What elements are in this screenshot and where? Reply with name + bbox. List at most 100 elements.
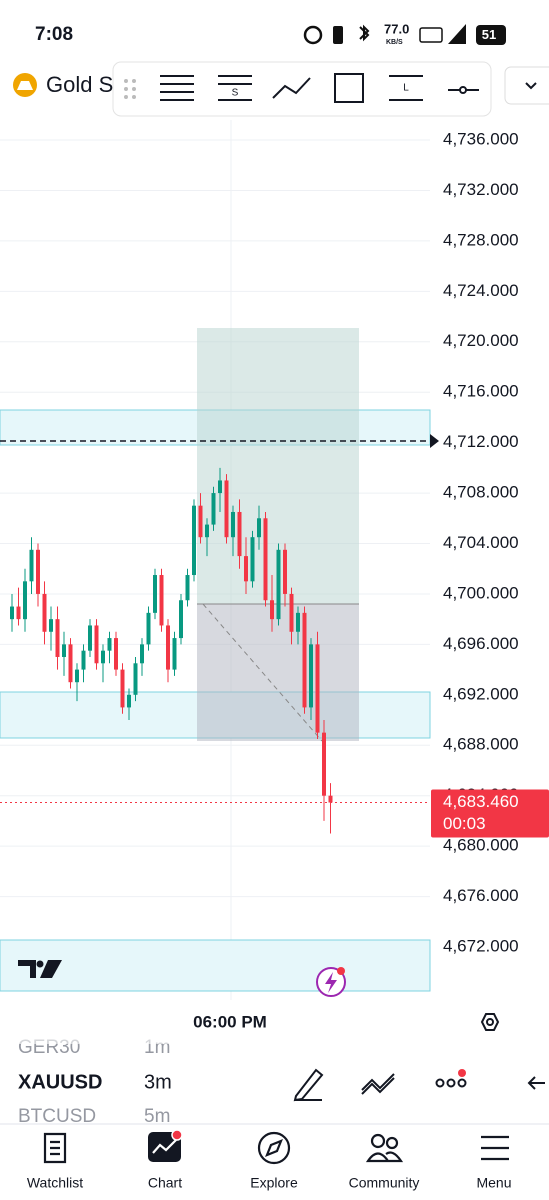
- candle-body: [179, 600, 183, 639]
- price-tick-label: 4,728.000: [443, 230, 519, 249]
- nav-tab[interactable]: Chart: [148, 1175, 182, 1191]
- candle-body: [328, 795, 333, 803]
- candle-body: [107, 638, 112, 651]
- tv-logo: [18, 960, 62, 978]
- nav-chart-icon: [148, 1132, 181, 1162]
- candle-body: [218, 480, 222, 494]
- dropdown-chevron: [525, 82, 537, 90]
- flash-badge: [337, 967, 345, 975]
- candle-body: [127, 694, 131, 708]
- price-tick-label: 4,720.000: [443, 331, 519, 350]
- candle-body: [296, 612, 300, 632]
- candle-body: [101, 650, 105, 664]
- candle-body: [309, 644, 313, 708]
- candle-body: [49, 619, 53, 632]
- candle-body: [114, 638, 118, 670]
- candle-body: [10, 606, 14, 620]
- candle-body: [257, 518, 261, 538]
- nav-badge: [171, 1129, 183, 1141]
- candle-body: [283, 549, 287, 594]
- candle-body: [231, 511, 235, 538]
- alert-marker: [430, 434, 439, 448]
- candle-body: [23, 581, 27, 620]
- candle-body: [42, 593, 47, 632]
- candle-body: [211, 493, 216, 525]
- countdown: 00:03: [443, 814, 486, 833]
- candle-body: [289, 593, 294, 632]
- status-time: 7:08: [35, 24, 73, 45]
- candle-body: [192, 505, 196, 576]
- symbol-name[interactable]: Gold S: [46, 72, 113, 97]
- candle-body: [159, 575, 164, 626]
- battery-level: 51: [482, 27, 496, 42]
- nav-icons: [43, 1131, 509, 1165]
- flash-icon: [325, 972, 337, 993]
- candle-body: [120, 669, 125, 708]
- price-tick-label: 4,708.000: [443, 483, 519, 502]
- candle-body: [198, 505, 203, 538]
- position-stop: [197, 604, 359, 741]
- svg-text:L: L: [403, 83, 409, 94]
- price-tick-label: 4,732.000: [443, 180, 519, 199]
- candle-body: [185, 575, 190, 601]
- candle-body: [16, 606, 21, 620]
- candle-body: [55, 619, 60, 657]
- symbol-interval[interactable]: 5m: [144, 1106, 170, 1127]
- fade-top: [0, 1034, 549, 1044]
- candle-body: [62, 644, 66, 657]
- price-tick-label: 4,676.000: [443, 886, 519, 905]
- candle-body: [166, 625, 170, 670]
- candle-body: [250, 537, 255, 582]
- price-tick-label: 4,724.000: [443, 281, 519, 300]
- tv-logo-dot: [36, 960, 44, 968]
- candle-body: [68, 644, 73, 683]
- candle-body: [94, 625, 99, 664]
- current-price-box: [431, 789, 549, 838]
- price-tick-label: 4,688.000: [443, 735, 519, 754]
- candle-body: [224, 480, 229, 538]
- nav-tab[interactable]: Community: [349, 1175, 420, 1191]
- price-tick-label: 4,704.000: [443, 533, 519, 552]
- candle-body: [75, 669, 79, 683]
- candle-body: [322, 732, 326, 796]
- symbol-item[interactable]: XAUUSD: [18, 1071, 102, 1093]
- candle-body: [237, 511, 242, 557]
- nav-tab[interactable]: Watchlist: [27, 1175, 83, 1191]
- candle-body: [133, 663, 138, 695]
- symbol-icon-glyph: [17, 81, 33, 90]
- candle-body: [270, 600, 274, 620]
- status-icons: [303, 24, 466, 45]
- nav-bar: Watchlist Chart Explore Community Menu: [27, 1175, 512, 1191]
- candle-body: [29, 549, 34, 582]
- symbol-item[interactable]: BTCUSD: [18, 1106, 96, 1127]
- zone: [0, 939, 431, 992]
- time-label: 06:00 PM: [193, 1012, 267, 1031]
- candles: [10, 467, 333, 834]
- dropdown[interactable]: [504, 66, 549, 105]
- nav-tab[interactable]: Menu: [476, 1175, 511, 1191]
- current-price: 4,683.460: [443, 792, 519, 811]
- candle-body: [172, 638, 177, 670]
- price-tick-label: 4,680.000: [443, 836, 519, 855]
- position-path: [202, 603, 323, 742]
- notice-badge: [458, 1069, 466, 1077]
- drawing-toolbar: S L: [112, 61, 492, 117]
- nav-tab[interactable]: Explore: [250, 1175, 298, 1191]
- candle-body: [302, 612, 307, 708]
- candle-body: [153, 575, 157, 613]
- settings-icon[interactable]: [480, 1013, 500, 1031]
- nav-chart-glyph: [152, 1139, 177, 1154]
- candle-body: [36, 549, 40, 594]
- price-tick-label: 4,696.000: [443, 634, 519, 653]
- candle-body: [315, 644, 320, 733]
- net-speed: 77.0: [384, 21, 409, 36]
- svg-text:S: S: [232, 88, 239, 99]
- symbol-tools: [293, 1068, 545, 1102]
- candle-body: [140, 644, 144, 664]
- symbol-interval[interactable]: 3m: [144, 1071, 172, 1093]
- candle-body: [263, 518, 268, 601]
- battery: [476, 25, 506, 45]
- price-tick-label: 4,692.000: [443, 684, 519, 703]
- candle-body: [146, 612, 151, 645]
